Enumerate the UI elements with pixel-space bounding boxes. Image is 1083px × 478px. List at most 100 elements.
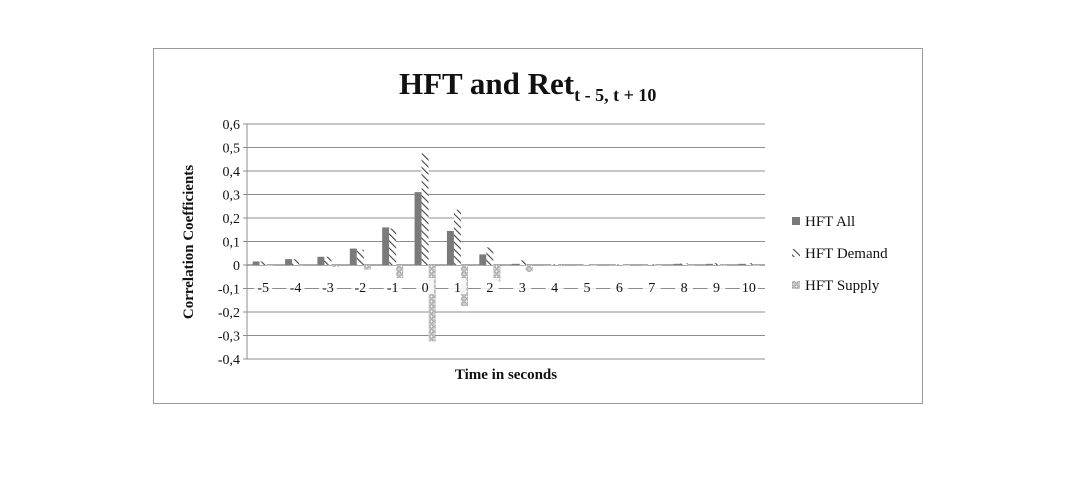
legend-swatch-hft-supply — [792, 281, 800, 289]
y-axis-label: Correlation Coefficients — [181, 165, 197, 319]
bar-hft-all--4 — [285, 259, 293, 265]
x-tick-label: 10 — [742, 281, 756, 296]
bar-hft-supply-6 — [622, 265, 630, 266]
bar-hft-demand-8 — [680, 263, 688, 265]
x-tick-label-backdrop — [739, 278, 758, 294]
y-tick-label: -0,2 — [218, 306, 240, 321]
x-tick-label: 9 — [713, 281, 720, 296]
x-tick-label-backdrop — [383, 278, 402, 294]
bar-hft-demand--3 — [324, 256, 332, 265]
y-tick-label: 0,5 — [223, 142, 241, 157]
bar-hft-supply-9 — [719, 265, 727, 266]
x-tick-label-backdrop — [610, 278, 629, 294]
bar-hft-supply-8 — [687, 265, 695, 266]
legend: HFT All HFT Demand HFT Supply — [792, 214, 888, 294]
bar-hft-demand-0 — [421, 153, 429, 265]
bar-hft-demand-2 — [486, 247, 494, 265]
x-tick-label: 7 — [648, 281, 655, 296]
bar-hft-all--1 — [382, 227, 390, 265]
chart-title: HFT and Rett - 5, t + 10 — [399, 66, 656, 105]
bar-hft-all-2 — [479, 254, 487, 265]
x-tick-label: -3 — [322, 281, 334, 296]
bar-hft-supply-3 — [525, 265, 533, 273]
x-tick-label-backdrop — [480, 278, 499, 294]
legend-label-hft-supply: HFT Supply — [805, 278, 880, 294]
y-tick-label: 0,2 — [223, 212, 241, 227]
bar-hft-supply--2 — [363, 265, 371, 270]
y-tick-label: -0,1 — [218, 283, 240, 298]
y-tick-label: 0,4 — [223, 165, 241, 180]
bar-hft-supply-4 — [558, 265, 566, 267]
chart-title-subscript: t - 5, t + 10 — [574, 85, 656, 105]
x-tick-label: -5 — [257, 281, 269, 296]
bar-hft-demand--2 — [356, 249, 364, 265]
x-tick-label: 3 — [519, 281, 526, 296]
x-tick-label: 5 — [583, 281, 590, 296]
x-axis-label: Time in seconds — [455, 367, 557, 383]
bar-hft-all-7 — [641, 265, 649, 266]
x-tick-label: 8 — [681, 281, 688, 296]
bar-hft-demand--5 — [259, 261, 267, 265]
bar-hft-demand-5 — [583, 264, 591, 266]
bar-hft-all-4 — [544, 265, 552, 266]
bar-hft-all-8 — [673, 263, 681, 265]
bar-hft-all-5 — [576, 265, 584, 266]
bar-hft-supply--5 — [266, 265, 274, 266]
x-tick-label-backdrop — [513, 278, 532, 294]
chart-frame: HFT and Rett - 5, t + 10 -0,4 -0,3 -0,2 -0,… — [153, 48, 923, 404]
y-tick-label: 0,1 — [223, 236, 241, 251]
bar-hft-demand-4 — [551, 264, 559, 265]
x-tick-label: 6 — [616, 281, 623, 296]
legend-label-hft-demand: HFT Demand — [805, 246, 888, 262]
x-tick-label: 0 — [422, 281, 429, 296]
bar-hft-all-1 — [446, 230, 454, 265]
x-tick-label: -2 — [354, 281, 366, 296]
bar-hft-all--2 — [349, 248, 357, 265]
bar-hft-demand--4 — [292, 259, 300, 265]
x-tick-label-backdrop — [351, 278, 370, 294]
bar-hft-supply-5 — [590, 265, 598, 266]
legend-swatch-hft-demand — [792, 249, 800, 257]
x-tick-label-backdrop — [286, 278, 305, 294]
x-tick-label: 1 — [454, 281, 461, 296]
bar-hft-supply--4 — [299, 265, 307, 267]
bar-hft-all-0 — [414, 192, 422, 265]
bar-hft-demand-1 — [453, 209, 461, 265]
bar-hft-all-9 — [705, 263, 713, 265]
x-tick-label: 2 — [486, 281, 493, 296]
bar-hft-supply-7 — [655, 265, 663, 266]
x-tick-label-backdrop — [318, 278, 337, 294]
x-tick-label-backdrop — [254, 278, 273, 294]
x-tick-label: 4 — [551, 281, 558, 296]
x-tick-label-backdrop — [675, 278, 694, 294]
y-tick-label: 0,6 — [223, 118, 241, 133]
bar-hft-supply--1 — [396, 265, 404, 278]
y-tick-label: -0,4 — [218, 353, 240, 368]
x-axis-ticks: -5 -4 -3 -2 -1 0 1 2 3 4 5 6 7 8 9 10 — [254, 278, 758, 296]
y-axis-ticks: -0,4 -0,3 -0,2 -0,1 0 0,1 0,2 0,3 0,4 0,5 0,6 — [218, 118, 240, 368]
bar-hft-demand-7 — [648, 264, 656, 265]
bar-hft-demand-3 — [518, 260, 526, 265]
chart-svg: HFT and Rett - 5, t + 10 -0,4-0,3-0,2-0,… — [181, 66, 888, 383]
bar-hft-all-6 — [608, 265, 616, 266]
x-tick-label-backdrop — [642, 278, 661, 294]
bar-hft-all--5 — [252, 261, 260, 265]
bar-hft-all--3 — [317, 256, 325, 265]
x-tick-label: -4 — [290, 281, 302, 296]
x-tick-label: -1 — [387, 281, 399, 296]
legend-label-hft-all: HFT All — [805, 214, 855, 230]
legend-swatch-hft-all — [792, 217, 800, 225]
x-tick-label-backdrop — [707, 278, 726, 294]
bar-hft-supply-0 — [428, 265, 436, 342]
y-tick-label: 0 — [233, 259, 240, 274]
bar-hft-demand-6 — [615, 264, 623, 266]
bar-layer — [252, 153, 760, 342]
bar-hft-supply-10 — [752, 265, 760, 266]
x-tick-label-backdrop — [577, 278, 596, 294]
bar-hft-demand-10 — [745, 263, 753, 265]
x-tick-label-backdrop — [448, 278, 467, 294]
bar-hft-all-10 — [738, 263, 746, 265]
bar-hft-supply--3 — [331, 265, 339, 267]
x-tick-label-backdrop — [416, 278, 435, 294]
bar-hft-demand-9 — [712, 263, 720, 265]
